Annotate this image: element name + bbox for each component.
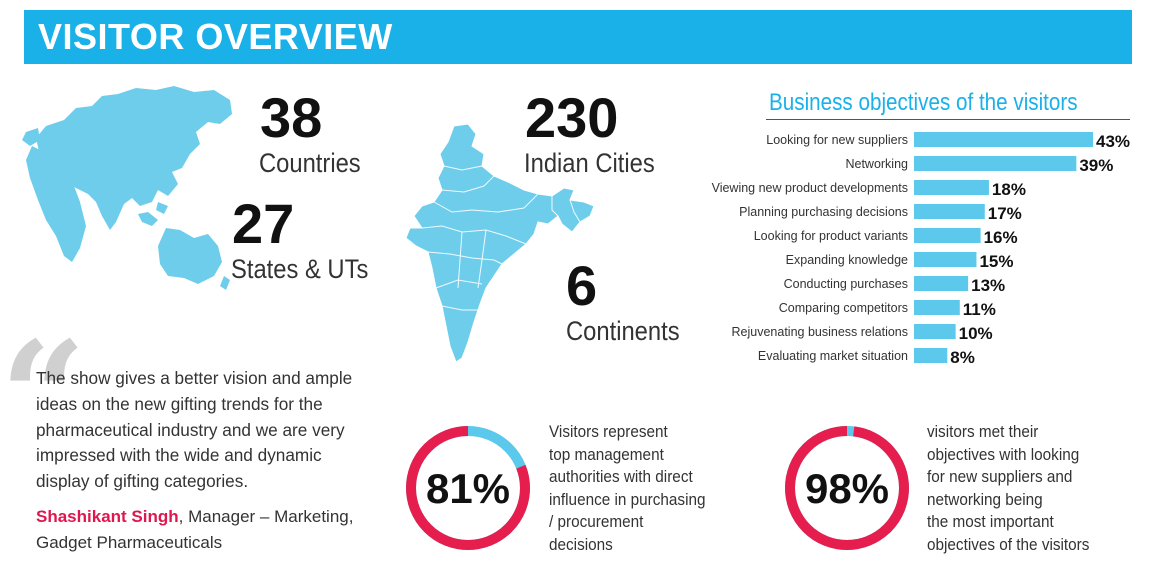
bar-category-label: Planning purchasing decisions [739,205,908,219]
bar-category-label: Looking for new suppliers [766,133,908,147]
cities-label: Indian Cities [524,148,655,178]
bar [914,348,948,363]
donut-arc [406,426,530,550]
bar-category-label: Conducting purchases [784,277,908,291]
bar-value-label: 10% [959,324,993,343]
continents-label: Continents [566,316,680,346]
donut-caption-line: decisions [549,534,613,554]
cities-count: 230 [525,86,619,149]
bar [914,228,981,243]
bar-category-label: Viewing new product developments [712,181,908,195]
objectives-bar-chart: Looking for new suppliers 43% Networking 39… [712,132,1130,367]
bar [914,276,969,291]
header-banner: VISITOR OVERVIEW [24,10,1132,64]
bar [914,132,1093,147]
bar [914,300,960,315]
world-map-icon [22,86,232,290]
testimonial-author: Shashikant Singh [36,507,179,526]
donut-98-caption: visitors met their objectives with lookin… [927,421,1089,557]
donut-caption-line: the most important [927,512,1054,532]
bar [914,204,985,219]
donut-caption-line: / procurement [549,512,644,532]
bar-category-label: Expanding knowledge [786,253,908,267]
bar-value-label: 43% [1096,132,1130,151]
quote-mark-icon: “ [0,309,87,485]
donut-caption-line: Visitors represent [549,422,668,441]
testimonial-author-line: Shashikant Singh, Manager – Marketing, G… [36,504,376,556]
bar-category-label: Networking [845,157,908,171]
bar [914,180,989,195]
donut-81-caption: Visitors represent top management authorit… [549,421,706,557]
donut-81: 81% [406,426,530,550]
page-title: VISITOR OVERVIEW [38,16,393,57]
states-count: 27 [232,192,295,255]
donut-caption-line: networking being [927,489,1043,509]
donut-caption-line: for new suppliers and [927,467,1073,487]
bar-value-label: 15% [979,252,1013,271]
donut-caption-line: visitors met their [927,422,1039,441]
countries-count: 38 [260,86,323,149]
bar-category-label: Looking for product variants [754,229,908,243]
donut-caption-line: influence in purchasing [549,489,706,509]
donut-value: 98% [805,465,889,512]
testimonial-text: The show gives a better vision and ample… [36,368,353,492]
bar [914,156,1077,171]
states-label: States & UTs [231,254,369,284]
bar [914,324,956,339]
india-map-icon [405,123,595,363]
testimonial-role: , Manager – Marketing, Gadget Pharmaceut… [36,507,354,552]
chart-title: Business objectives of the visitors [769,89,1078,116]
bar-value-label: 11% [963,300,996,319]
donut-caption-line: objectives of the visitors [927,534,1090,554]
donut-caption-line: top management [549,444,664,464]
bar-category-label: Comparing competitors [779,301,908,315]
donut-value: 81% [426,465,510,512]
donut-arc [785,426,909,550]
bar-value-label: 8% [950,348,975,367]
bar-category-label: Rejuvenating business relations [732,325,909,339]
donut-caption-line: authorities with direct [549,467,693,487]
countries-label: Countries [259,148,361,178]
bar-value-label: 17% [988,204,1022,223]
donut-98: 98% [785,426,909,550]
bar-value-label: 18% [992,180,1026,199]
continents-count: 6 [566,254,598,317]
chart-title-underline [766,119,1130,120]
bar-category-label: Evaluating market situation [758,349,908,363]
bar-value-label: 39% [1079,156,1113,175]
donut-caption-line: objectives with looking [927,444,1080,464]
bar-value-label: 16% [984,228,1018,247]
bar-value-label: 13% [971,276,1005,295]
bar [914,252,977,267]
